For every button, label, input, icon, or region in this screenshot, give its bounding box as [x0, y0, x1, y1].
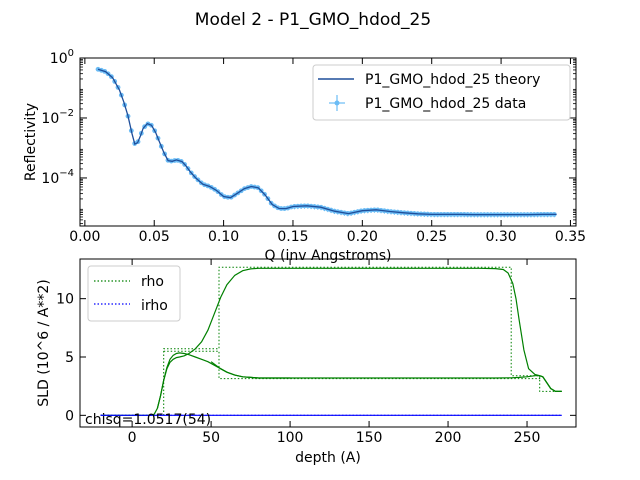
sld-x-tick-label: 200: [435, 430, 462, 446]
rho-profile-line: [210, 361, 562, 392]
reflectivity-xlabel: Q (inv Angstroms): [265, 248, 392, 264]
reflectivity-x-tick-label: 0.10: [208, 229, 239, 245]
reflectivity-y-tick-label: 10−4: [41, 168, 74, 187]
reflectivity-panel: 0.00 0.05 0.10 0.15 0.20 0.25 0.30 0.35 100 10−2 1…: [23, 48, 586, 264]
sld-axes-frame: [79, 258, 577, 428]
sld-y-tick-label: 10: [56, 292, 74, 308]
sld-xlabel: depth (A): [295, 450, 361, 466]
sld-x-tick-label: 0: [128, 430, 137, 446]
reflectivity-legend: P1_GMO_hdod_25 theory P1_GMO_hdod_25 dat…: [312, 64, 571, 121]
legend-theory-label: P1_GMO_hdod_25 theory: [365, 72, 540, 88]
sld-panel: 0 50 100 150 200 250 0 5 10 depth (A) SLD (10^6 …: [36, 258, 577, 466]
figure-title: Model 2 - P1_GMO_hdod_25: [195, 10, 431, 30]
reflectivity-x-tick-label: 0.30: [485, 229, 516, 245]
sld-ylabel: SLD (10^6 / A**2): [36, 279, 52, 406]
rho-box-profile: [100, 266, 562, 416]
reflectivity-x-tick-label: 0.35: [555, 229, 586, 245]
sld-x-tick-label: 250: [514, 430, 541, 446]
legend-data-label: P1_GMO_hdod_25 data: [365, 96, 526, 112]
reflectivity-y-tick-label: 100: [50, 48, 74, 67]
reflectivity-ylabel: Reflectivity: [23, 103, 39, 181]
sld-x-tick-label: 50: [202, 430, 220, 446]
reflectivity-x-tick-label: 0.05: [139, 229, 170, 245]
sld-y-tick-label: 5: [65, 350, 74, 366]
sld-x-tick-label: 150: [356, 430, 383, 446]
legend-data-marker-icon: [329, 95, 345, 111]
rho-profile-line: [100, 267, 562, 416]
legend-rho-label: rho: [141, 274, 164, 290]
sld-y-tick-label: 0: [65, 408, 74, 424]
reflectivity-y-tick-label: 10−2: [41, 108, 74, 127]
legend-irho-label: irho: [141, 298, 168, 314]
reflectivity-axes-frame: [79, 57, 577, 227]
reflectivity-x-tick-label: 0.15: [277, 229, 308, 245]
chisq-annotation: chisq=1.0517(54): [85, 412, 211, 428]
reflectivity-x-tick-label: 0.00: [69, 229, 100, 245]
reflectivity-x-tick-label: 0.20: [347, 229, 378, 245]
sld-x-tick-label: 100: [277, 430, 304, 446]
reflectivity-theory-line: [97, 68, 557, 216]
sld-legend: rho irho: [87, 265, 181, 322]
reflectivity-x-tick-label: 0.25: [416, 229, 447, 245]
